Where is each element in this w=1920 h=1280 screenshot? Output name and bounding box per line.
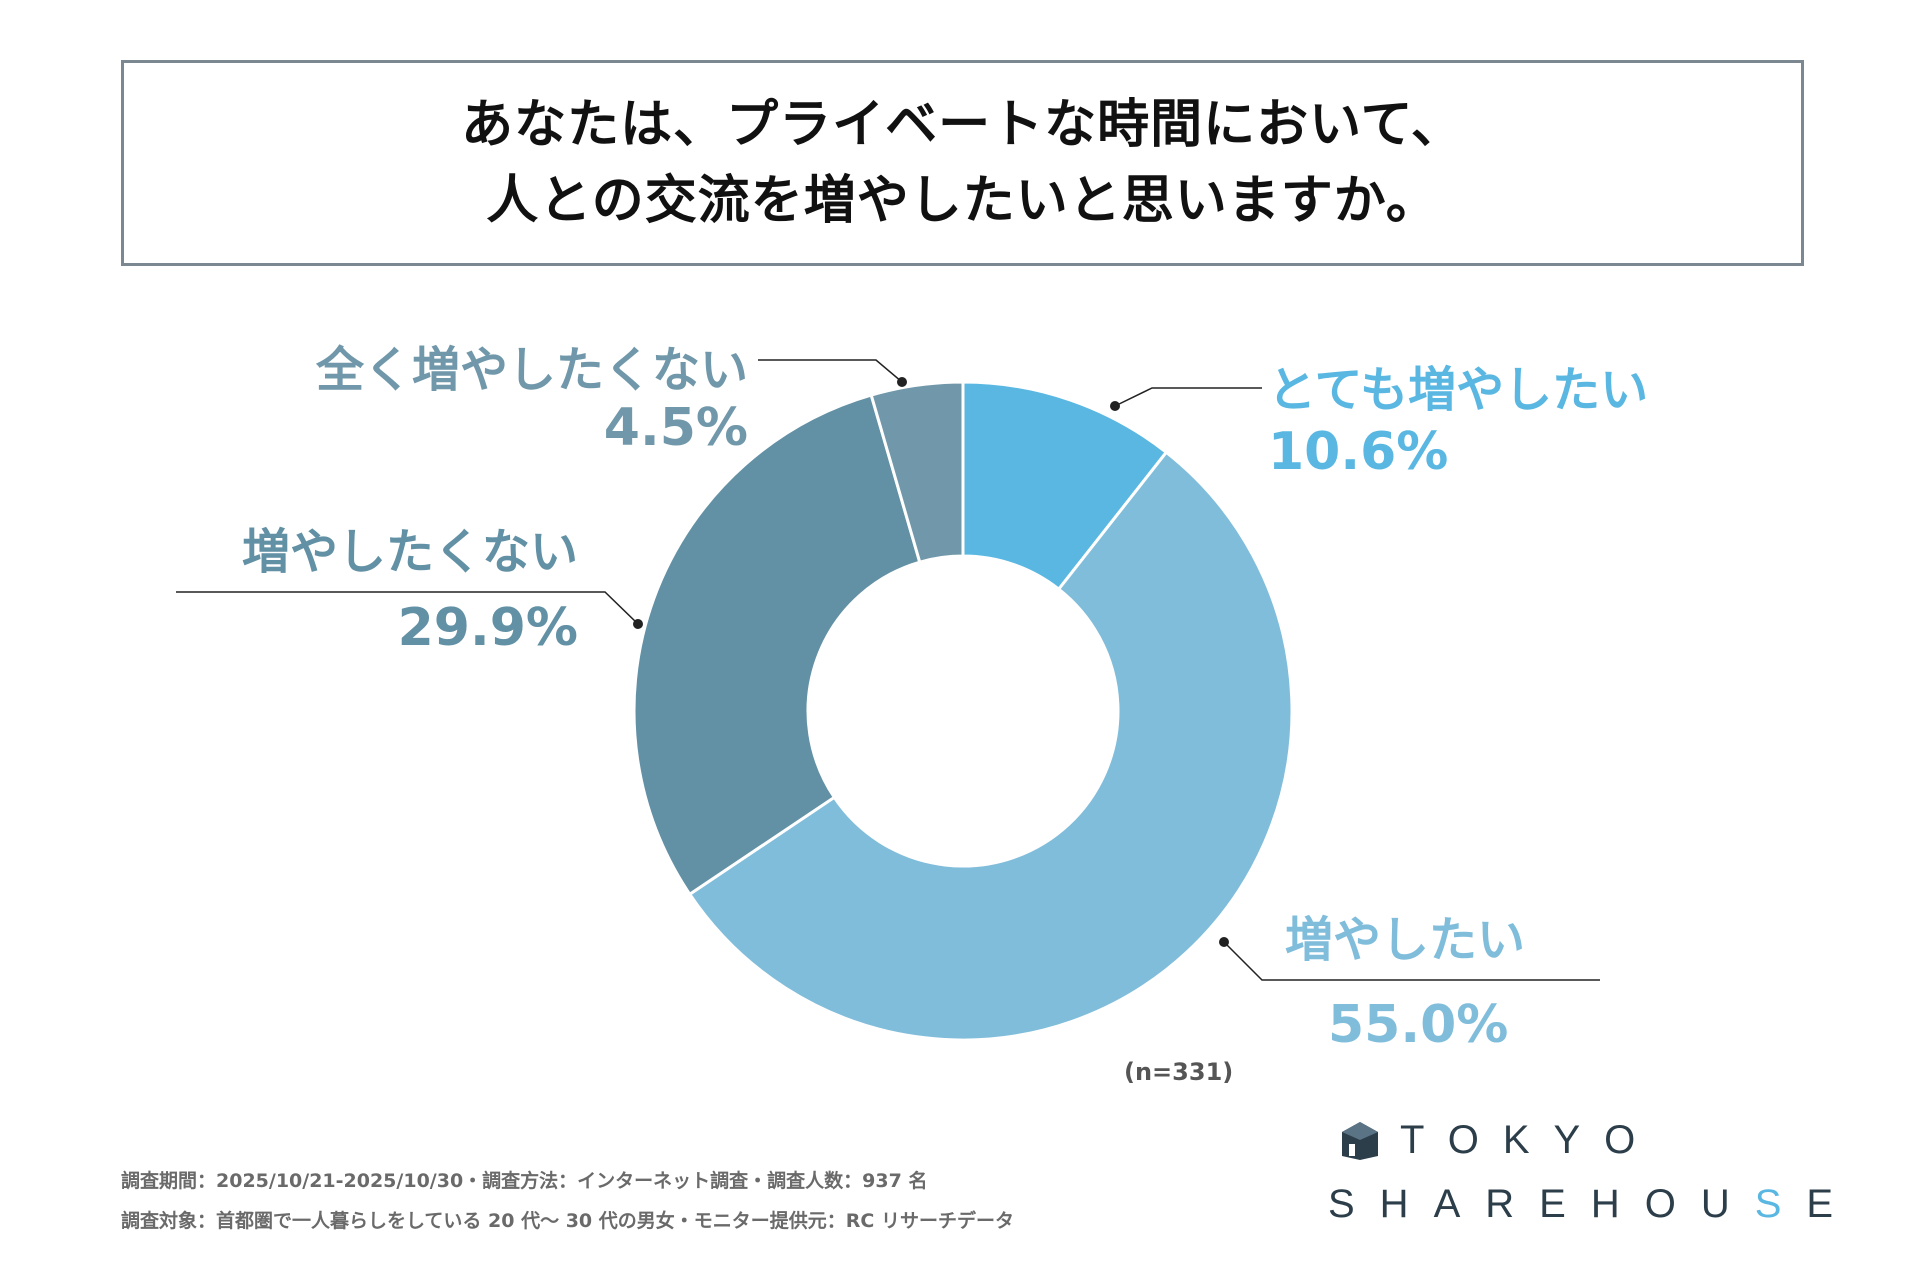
logo-text-s-accent: S bbox=[1754, 1182, 1807, 1226]
logo-sharehouse: SHAREHOUSE bbox=[1328, 1182, 1858, 1227]
label-value-3: 4.5% bbox=[603, 398, 748, 458]
footer-survey-target: 調査対象：首都圏で一人暮らしをしている 20 代〜 30 代の男女・モニター提供… bbox=[121, 1210, 1014, 1232]
donut-slice-3 bbox=[869, 380, 965, 565]
logo-tokyo: TOKYO bbox=[1340, 1118, 1659, 1163]
label-category-0: とても増やしたい bbox=[1268, 362, 1649, 418]
logo-text-sharehou: SHAREHOU bbox=[1328, 1182, 1755, 1226]
leader-line-3 bbox=[758, 359, 903, 383]
leader-dot-2 bbox=[633, 619, 643, 629]
leader-dot-0 bbox=[1110, 401, 1120, 411]
logo-text-tokyo: TOKYO bbox=[1400, 1118, 1660, 1162]
label-category-2: 増やしたくない bbox=[241, 524, 578, 580]
leader-dot-3 bbox=[897, 377, 907, 387]
leader-line-1 bbox=[1223, 941, 1600, 981]
label-value-0: 10.6% bbox=[1268, 422, 1449, 482]
leader-line-2 bbox=[176, 591, 639, 625]
logo-text-e: E bbox=[1806, 1182, 1859, 1226]
sample-size: (n=331) bbox=[1124, 1058, 1234, 1086]
label-category-1: 増やしたい bbox=[1285, 912, 1526, 968]
donut-slice-2 bbox=[632, 393, 922, 897]
label-value-2: 29.9% bbox=[397, 598, 578, 658]
title-box: あなたは、プライベートな時間において、 人との交流を増やしたいと思いますか。 bbox=[121, 60, 1804, 266]
leader-line-0 bbox=[1114, 387, 1262, 407]
house-logo-icon bbox=[1342, 1121, 1378, 1160]
label-category-3: 全く増やしたくない bbox=[315, 342, 748, 398]
leader-dot-1 bbox=[1219, 937, 1229, 947]
donut-slice-1 bbox=[687, 450, 1294, 1042]
chart-title-line2: 人との交流を増やしたいと思いますか。 bbox=[486, 171, 1439, 231]
donut-slice-0 bbox=[961, 380, 1169, 592]
chart-title-line1: あなたは、プライベートな時間において、 bbox=[461, 95, 1464, 155]
footer-survey-period: 調査期間：2025/10/21-2025/10/30・調査方法：インターネット調… bbox=[121, 1170, 928, 1192]
label-value-1: 55.0% bbox=[1328, 995, 1509, 1055]
